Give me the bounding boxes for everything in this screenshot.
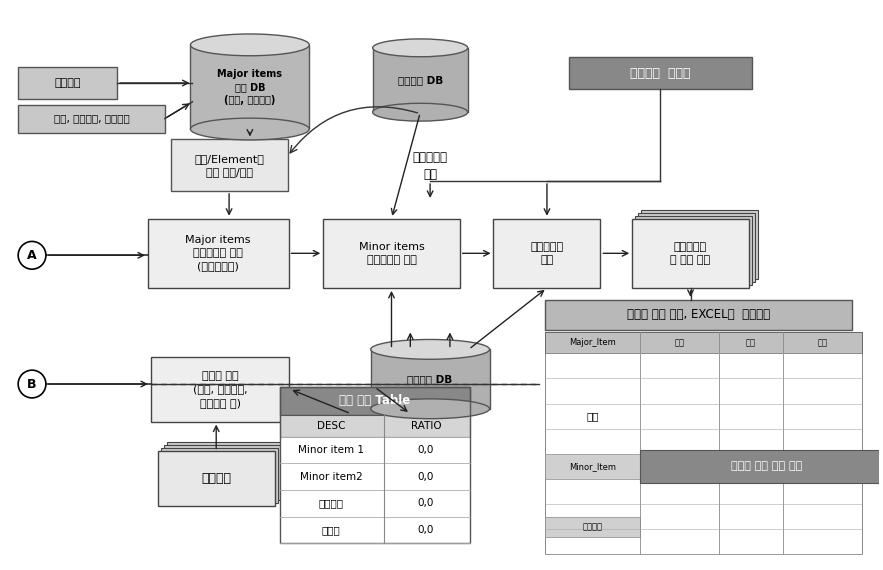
Ellipse shape — [191, 34, 309, 56]
FancyBboxPatch shape — [280, 387, 470, 415]
Ellipse shape — [373, 39, 468, 57]
FancyBboxPatch shape — [545, 300, 852, 329]
FancyBboxPatch shape — [545, 516, 640, 537]
Text: 실적비율 DB: 실적비율 DB — [407, 374, 453, 384]
Circle shape — [19, 370, 46, 398]
FancyBboxPatch shape — [280, 463, 470, 490]
Text: 단가: 단가 — [746, 338, 756, 347]
FancyBboxPatch shape — [147, 219, 289, 288]
FancyBboxPatch shape — [632, 219, 749, 288]
Ellipse shape — [371, 340, 489, 359]
Text: B: B — [27, 377, 37, 390]
Text: Minor items
직접공사비 산출: Minor items 직접공사비 산출 — [358, 242, 425, 265]
Text: 0,0: 0,0 — [418, 471, 434, 482]
FancyBboxPatch shape — [323, 219, 460, 288]
FancyBboxPatch shape — [158, 451, 275, 506]
FancyBboxPatch shape — [19, 67, 117, 99]
FancyBboxPatch shape — [280, 490, 470, 517]
Text: 표준품셈: 표준품셈 — [55, 78, 81, 88]
FancyBboxPatch shape — [638, 213, 755, 282]
FancyBboxPatch shape — [635, 215, 752, 285]
Text: Major items
원가 DB
(품셈, 단위가격): Major items 원가 DB (품셈, 단위가격) — [217, 69, 283, 105]
FancyBboxPatch shape — [494, 219, 600, 288]
Text: 0,0: 0,0 — [418, 525, 434, 535]
Text: 직접공사비
산출: 직접공사비 산출 — [412, 151, 448, 181]
FancyBboxPatch shape — [161, 449, 277, 503]
Text: Minor item2: Minor item2 — [299, 471, 362, 482]
FancyBboxPatch shape — [545, 332, 862, 555]
Text: 간접경비: 간접경비 — [319, 498, 343, 508]
FancyBboxPatch shape — [640, 450, 883, 483]
FancyArrowPatch shape — [291, 107, 418, 153]
Text: 기술료: 기술료 — [321, 525, 340, 535]
Text: DESC: DESC — [317, 421, 345, 430]
Text: Minor_Item: Minor_Item — [569, 462, 616, 471]
Ellipse shape — [371, 399, 489, 419]
Text: 실적 비율 Table: 실적 비율 Table — [339, 394, 411, 408]
FancyBboxPatch shape — [19, 105, 165, 132]
FancyBboxPatch shape — [151, 357, 290, 422]
Ellipse shape — [373, 103, 468, 121]
Text: 실적단가 DB: 실적단가 DB — [397, 75, 443, 85]
Text: 노임, 자재단가, 장비단가: 노임, 자재단가, 장비단가 — [54, 113, 129, 124]
FancyBboxPatch shape — [167, 442, 283, 497]
Text: 소계: 소계 — [586, 411, 599, 421]
FancyBboxPatch shape — [545, 454, 640, 479]
Text: 금액: 금액 — [818, 338, 827, 347]
Circle shape — [19, 242, 46, 269]
Text: 항목별 단가 산근 출력: 항목별 단가 산근 출력 — [731, 461, 803, 471]
FancyBboxPatch shape — [280, 437, 470, 463]
Text: Major_Item: Major_Item — [570, 338, 615, 347]
Text: 간접공사비
산출: 간접공사비 산출 — [531, 242, 563, 265]
FancyBboxPatch shape — [545, 332, 862, 353]
Bar — [373, 48, 468, 112]
Text: 0,0: 0,0 — [418, 445, 434, 455]
Text: A: A — [27, 249, 37, 262]
Text: 공사비 내역 출력, EXCEL로  내보내기: 공사비 내역 출력, EXCEL로 내보내기 — [627, 308, 770, 321]
Ellipse shape — [191, 118, 309, 140]
Text: 호공사비: 호공사비 — [583, 522, 602, 531]
Text: 공종/Element별
약식 산근/호표: 공종/Element별 약식 산근/호표 — [194, 153, 264, 177]
Text: 설계도서: 설계도서 — [201, 472, 231, 485]
Text: 공사비 분석
(물량, 설계단가,
구성비율 등): 공사비 분석 (물량, 설계단가, 구성비율 등) — [192, 371, 247, 408]
Text: RATIO: RATIO — [411, 421, 442, 430]
Text: Minor item 1: Minor item 1 — [298, 445, 364, 455]
Text: 단위면적  공사비: 단위면적 공사비 — [630, 67, 691, 80]
Text: Major items
공종별단가 산출
(직접공사비): Major items 공종별단가 산출 (직접공사비) — [185, 235, 251, 271]
FancyBboxPatch shape — [569, 57, 752, 89]
Text: 0,0: 0,0 — [418, 498, 434, 508]
FancyBboxPatch shape — [641, 210, 758, 279]
FancyBboxPatch shape — [280, 415, 470, 437]
Text: 개략공사비
및 내역 산출: 개략공사비 및 내역 산출 — [670, 242, 711, 265]
FancyBboxPatch shape — [170, 140, 288, 191]
Bar — [371, 349, 489, 409]
FancyBboxPatch shape — [163, 445, 281, 500]
FancyBboxPatch shape — [280, 517, 470, 543]
Bar — [191, 45, 309, 129]
Text: 수량: 수량 — [675, 338, 684, 347]
